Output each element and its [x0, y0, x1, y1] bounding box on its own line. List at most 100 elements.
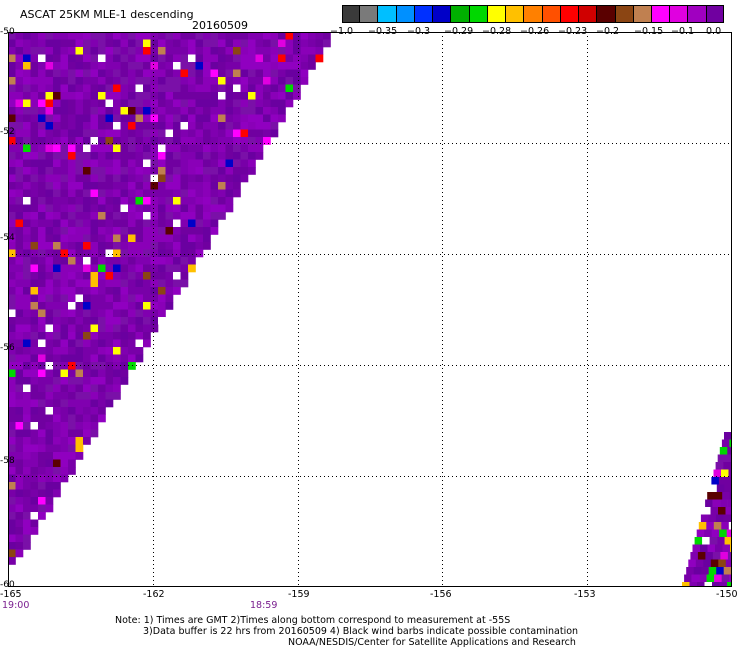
data-cell	[68, 452, 76, 460]
data-cell	[689, 582, 698, 587]
data-cell	[90, 362, 99, 370]
data-cell	[225, 144, 234, 153]
data-cell	[165, 114, 174, 123]
data-cell	[38, 144, 46, 153]
data-cell	[158, 242, 166, 250]
data-cell	[180, 137, 189, 145]
data-cell	[83, 114, 91, 123]
data-cell	[120, 347, 129, 355]
data-cell	[68, 377, 76, 385]
data-cell	[98, 234, 106, 243]
data-cell	[30, 279, 39, 288]
data-cell	[113, 324, 121, 333]
data-cell	[240, 107, 249, 115]
data-cell	[45, 452, 54, 460]
data-cell	[293, 54, 301, 63]
data-cell	[60, 399, 69, 408]
data-cell	[165, 122, 174, 130]
data-cell	[113, 129, 121, 138]
data-cell	[113, 369, 121, 378]
data-cell	[45, 69, 54, 78]
map-frame	[8, 32, 732, 587]
data-cell	[15, 287, 24, 295]
data-cells	[8, 32, 732, 587]
data-cell	[135, 144, 144, 153]
data-cell	[195, 249, 204, 258]
data-cell	[173, 227, 181, 235]
data-cell	[165, 62, 174, 70]
data-cell	[30, 137, 39, 145]
data-cell	[135, 99, 144, 108]
data-cell	[225, 54, 234, 63]
data-cell	[23, 32, 31, 40]
data-cell	[188, 219, 196, 228]
data-cell	[135, 279, 144, 288]
data-cell	[225, 129, 234, 138]
data-cell	[8, 197, 16, 205]
colorbar-swatch	[469, 5, 488, 23]
data-cell	[218, 159, 226, 168]
data-cell	[30, 444, 39, 453]
lon-label: -150	[716, 589, 738, 600]
data-cell	[8, 84, 16, 93]
data-cell	[60, 474, 69, 483]
colorbar-label: −0.2	[596, 26, 620, 37]
data-cell	[8, 377, 16, 385]
data-cell	[180, 159, 189, 168]
data-cell	[60, 152, 69, 160]
data-cell	[128, 137, 136, 145]
data-cell	[68, 129, 76, 138]
data-cell	[143, 39, 151, 48]
data-cell	[45, 47, 54, 55]
data-cell	[83, 144, 91, 153]
data-cell	[38, 512, 46, 520]
data-cell	[150, 84, 159, 93]
data-cell	[45, 159, 54, 168]
data-cell	[23, 54, 31, 63]
data-cell	[30, 429, 39, 438]
data-cell	[105, 54, 114, 63]
data-cell	[15, 534, 24, 543]
data-cell	[15, 32, 24, 40]
data-cell	[135, 324, 144, 333]
data-cell	[98, 182, 106, 190]
data-cell	[60, 182, 69, 190]
data-cell	[98, 414, 106, 423]
data-cell	[98, 249, 106, 258]
data-cell	[75, 272, 84, 280]
data-cell	[188, 54, 196, 63]
data-cell	[38, 122, 46, 130]
data-cell	[23, 542, 31, 550]
data-cell	[83, 84, 91, 93]
data-cell	[23, 189, 31, 198]
data-cell	[105, 249, 114, 258]
data-cell	[150, 92, 159, 100]
data-cell	[83, 384, 91, 393]
data-cell	[23, 227, 31, 235]
data-cell	[68, 257, 76, 265]
data-cell	[135, 227, 144, 235]
data-cell	[135, 107, 144, 115]
data-cell	[203, 32, 211, 40]
data-cell	[195, 159, 204, 168]
data-cell	[173, 77, 181, 85]
data-cell	[83, 227, 91, 235]
data-cell	[15, 279, 24, 288]
data-cell	[688, 559, 697, 568]
data-cell	[135, 159, 144, 168]
data-cell	[135, 332, 144, 340]
data-cell	[240, 152, 249, 160]
data-cell	[38, 339, 46, 348]
colorbar-swatch	[524, 5, 543, 23]
data-cell	[8, 474, 16, 483]
data-cell	[53, 369, 61, 378]
data-cell	[68, 392, 76, 400]
data-cell	[173, 99, 181, 108]
data-cell	[53, 264, 61, 273]
data-cell	[725, 507, 732, 515]
data-cell	[188, 32, 196, 40]
data-cell	[143, 287, 151, 295]
data-cell	[30, 459, 39, 468]
data-cell	[710, 507, 719, 515]
data-cell	[68, 362, 76, 370]
